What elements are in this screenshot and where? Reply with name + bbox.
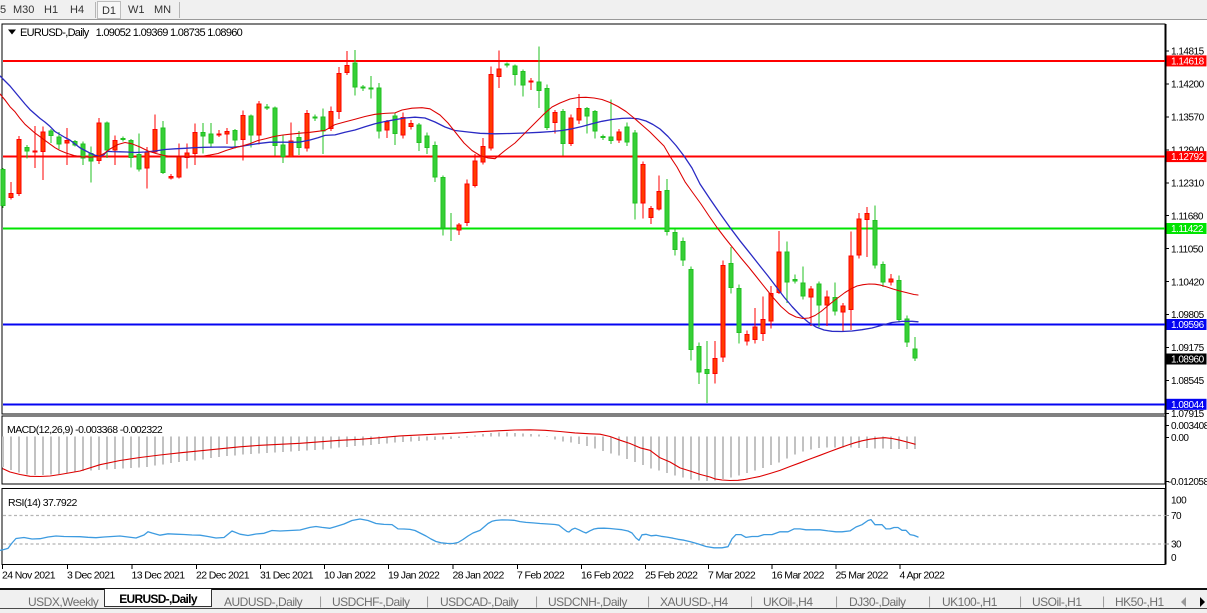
- svg-text:24 Nov 2021: 24 Nov 2021: [2, 570, 56, 582]
- svg-text:4 Apr 2022: 4 Apr 2022: [900, 570, 946, 582]
- svg-text:22 Dec 2021: 22 Dec 2021: [196, 570, 250, 582]
- svg-text:RSI(14) 37.7922: RSI(14) 37.7922: [8, 497, 78, 509]
- svg-text:7 Mar 2022: 7 Mar 2022: [708, 570, 756, 582]
- svg-text:25 Mar 2022: 25 Mar 2022: [836, 570, 889, 582]
- svg-text:1.08545: 1.08545: [1171, 376, 1205, 387]
- svg-text:1.09175: 1.09175: [1171, 343, 1205, 354]
- svg-text:100: 100: [1171, 496, 1187, 507]
- svg-text:7 Feb 2022: 7 Feb 2022: [517, 570, 565, 582]
- svg-text:10 Jan 2022: 10 Jan 2022: [324, 570, 376, 582]
- svg-text:-0.012058: -0.012058: [1168, 477, 1207, 488]
- svg-text:1.13570: 1.13570: [1171, 113, 1205, 124]
- svg-text:13 Dec 2021: 13 Dec 2021: [132, 570, 186, 582]
- svg-text:31 Dec 2021: 31 Dec 2021: [260, 570, 314, 582]
- svg-text:70: 70: [1171, 511, 1182, 522]
- svg-text:1.09805: 1.09805: [1171, 310, 1205, 321]
- svg-text:1.08960: 1.08960: [1171, 355, 1205, 366]
- svg-text:1.12792: 1.12792: [1171, 152, 1205, 163]
- svg-text:0.00: 0.00: [1171, 433, 1189, 444]
- svg-text:MACD(12,26,9) -0.003368 -0.002: MACD(12,26,9) -0.003368 -0.002322: [7, 424, 163, 436]
- svg-text:1.10420: 1.10420: [1171, 277, 1205, 288]
- svg-text:25 Feb 2022: 25 Feb 2022: [645, 570, 698, 582]
- svg-text:1.12940: 1.12940: [1171, 146, 1205, 157]
- svg-text:19 Jan 2022: 19 Jan 2022: [388, 570, 440, 582]
- svg-text:28 Jan 2022: 28 Jan 2022: [453, 570, 505, 582]
- svg-text:1.11050: 1.11050: [1171, 244, 1204, 255]
- svg-text:1.11422: 1.11422: [1171, 224, 1204, 235]
- svg-text:1.12310: 1.12310: [1171, 178, 1205, 189]
- svg-text:3 Dec 2021: 3 Dec 2021: [67, 570, 115, 582]
- svg-text:1.07915: 1.07915: [1171, 409, 1205, 420]
- svg-text:30: 30: [1171, 540, 1182, 551]
- svg-text:1.11680: 1.11680: [1171, 211, 1204, 222]
- svg-text:EURUSD-,Daily 1.09052 1.0936: EURUSD-,Daily 1.09052 1.09369 1.08735 1.…: [20, 27, 243, 39]
- svg-text:1.14815: 1.14815: [1171, 47, 1205, 58]
- svg-text:1.14200: 1.14200: [1171, 80, 1205, 91]
- svg-text:0: 0: [1171, 553, 1177, 564]
- svg-text:1.09596: 1.09596: [1171, 320, 1205, 331]
- svg-text:16 Mar 2022: 16 Mar 2022: [772, 570, 825, 582]
- svg-text:1.08044: 1.08044: [1171, 400, 1205, 411]
- svg-text:1.14618: 1.14618: [1171, 57, 1205, 68]
- svg-text:0.003408: 0.003408: [1171, 421, 1207, 432]
- svg-text:16 Feb 2022: 16 Feb 2022: [581, 570, 634, 582]
